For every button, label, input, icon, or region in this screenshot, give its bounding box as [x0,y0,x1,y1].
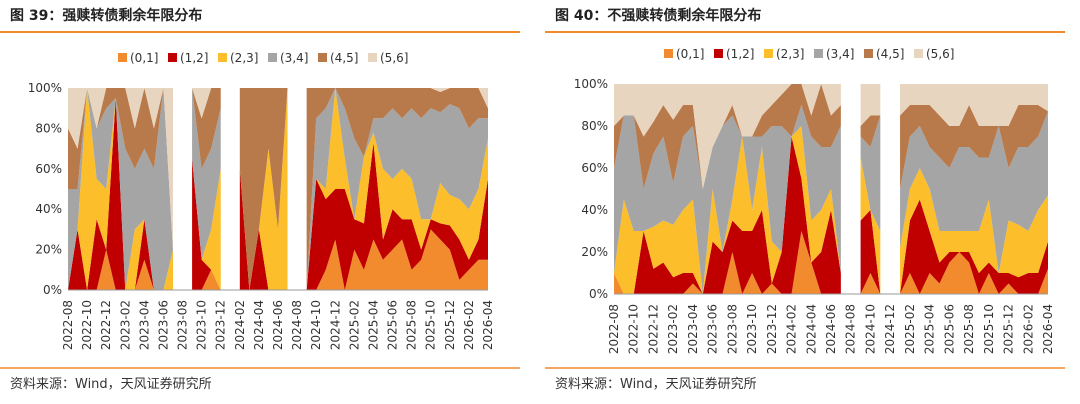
y-tick-label: 80% [35,121,62,135]
y-tick-label: 100% [28,81,62,95]
x-tick-label: 2025-02 [903,304,917,354]
y-tick-label: 80% [581,119,608,133]
x-tick-label: 2022-08 [61,300,75,350]
x-tick-label: 2024-08 [844,304,858,354]
legend-label: (2,3] [230,51,258,65]
area [68,98,488,290]
x-tick-label: 2024-06 [271,300,285,350]
x-tick-label: 2025-02 [347,300,361,350]
y-tick-label: 40% [35,202,62,216]
legend-label: (4,5] [330,51,358,65]
x-tick-label: 2022-10 [80,300,94,350]
area [614,231,1048,294]
legend-label: (3,4] [280,51,308,65]
x-tick-label: 2023-06 [706,304,720,354]
legend-label: (5,6] [926,47,954,61]
x-tick-label: 2023-02 [666,304,680,354]
legend-swatch [168,53,177,62]
x-tick-label: 2023-08 [725,304,739,354]
chart-title: 图 40：不强赎转债剩余年限分布 [555,7,761,24]
area [614,84,1048,189]
x-tick-label: 2023-12 [214,300,228,350]
legend-swatch [914,49,923,58]
legend-swatch [118,53,127,62]
legend-label: (5,6] [380,51,408,65]
legend-swatch [764,49,773,58]
y-tick-label: 60% [35,162,62,176]
x-tick-label: 2025-06 [386,300,400,350]
x-tick-label: 2023-04 [686,304,700,354]
x-tick-label: 2025-12 [1002,304,1016,354]
x-tick-label: 2026-02 [1021,304,1035,354]
x-tick-label: 2024-02 [785,304,799,354]
source: 资料来源：Wind，天风证券研究所 [10,376,212,392]
x-tick-label: 2026-04 [1041,304,1055,354]
legend-label: (1,2] [726,47,754,61]
x-tick-label: 2023-06 [156,300,170,350]
y-tick-label: 0% [589,287,608,301]
legend-swatch [864,49,873,58]
legend-swatch [664,49,673,58]
x-tick-label: 2023-02 [118,300,132,350]
legend-label: (0,1] [130,51,158,65]
x-tick-label: 2026-04 [481,300,495,350]
x-tick-label: 2023-10 [745,304,759,354]
x-tick-label: 2024-02 [233,300,247,350]
area [68,88,488,290]
legend-swatch [318,53,327,62]
x-tick-label: 2022-12 [99,300,113,350]
x-tick-label: 2024-12 [883,304,897,354]
area [68,88,488,290]
x-tick-label: 2024-04 [252,300,266,350]
x-tick-label: 2025-12 [443,300,457,350]
area [68,88,488,290]
x-tick-label: 2023-12 [765,304,779,354]
legend-swatch [814,49,823,58]
area [614,136,1048,294]
x-tick-label: 2026-02 [462,300,476,350]
y-tick-label: 100% [574,77,608,91]
legend-swatch [368,53,377,62]
y-tick-label: 40% [581,203,608,217]
x-tick-label: 2024-08 [290,300,304,350]
legend-label: (1,2] [180,51,208,65]
x-tick-label: 2022-10 [627,304,641,354]
x-tick-label: 2024-10 [863,304,877,354]
x-tick-label: 2025-06 [942,304,956,354]
legend-label: (0,1] [676,47,704,61]
source: 资料来源：Wind，天风证券研究所 [555,376,757,392]
legend-swatch [218,53,227,62]
legend-swatch [268,53,277,62]
legend-swatch [714,49,723,58]
x-tick-label: 2024-06 [824,304,838,354]
x-tick-label: 2024-10 [309,300,323,350]
x-tick-label: 2025-10 [424,300,438,350]
y-tick-label: 60% [581,161,608,175]
x-tick-label: 2025-04 [923,304,937,354]
legend-label: (4,5] [876,47,904,61]
x-tick-label: 2023-10 [195,300,209,350]
legend-label: (2,3] [776,47,804,61]
x-tick-label: 2025-08 [962,304,976,354]
x-tick-label: 2023-04 [137,300,151,350]
y-tick-label: 20% [35,243,62,257]
y-tick-label: 20% [581,245,608,259]
x-tick-label: 2024-12 [328,300,342,350]
legend-label: (3,4] [826,47,854,61]
x-tick-label: 2025-04 [366,300,380,350]
x-tick-label: 2023-08 [176,300,190,350]
chart-title: 图 39：强赎转债剩余年限分布 [10,7,202,24]
x-tick-label: 2025-08 [405,300,419,350]
x-tick-label: 2025-10 [982,304,996,354]
area [68,88,488,250]
x-tick-label: 2022-12 [646,304,660,354]
x-tick-label: 2024-04 [804,304,818,354]
x-tick-label: 2022-08 [607,304,621,354]
area [68,229,488,290]
area [614,84,1048,189]
y-tick-label: 0% [43,283,62,297]
area [614,105,1048,294]
